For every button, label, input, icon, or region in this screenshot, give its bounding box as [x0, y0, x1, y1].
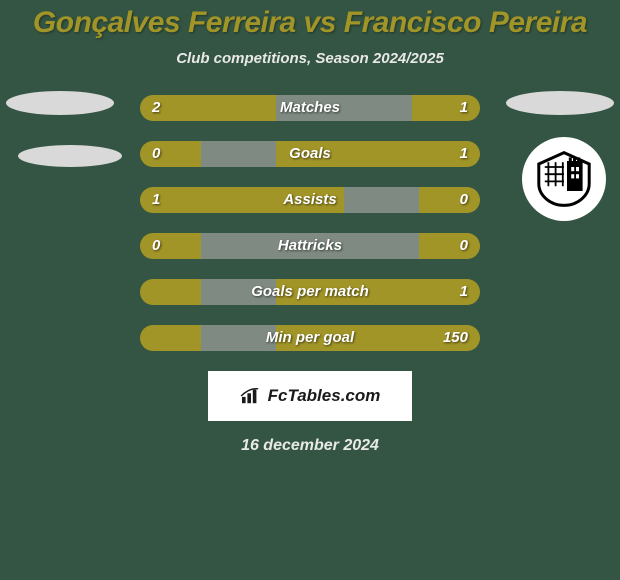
bar-mid: [201, 141, 276, 167]
bar-right: [276, 325, 480, 351]
player1-badge-placeholder-top: [6, 91, 114, 115]
stat-row: Matches21: [140, 95, 480, 121]
comparison-card: Gonçalves Ferreira vs Francisco Pereira …: [0, 0, 620, 580]
date-text: 16 december 2024: [0, 437, 620, 455]
stat-row: Assists10: [140, 187, 480, 213]
stat-row: Goals per match1: [140, 279, 480, 305]
stats-area: Matches21 Goals01 Assists10 Hattricks00 Goal…: [0, 95, 620, 351]
bar-left: [140, 141, 201, 167]
bar-mid: [201, 325, 276, 351]
bar-right: [419, 187, 480, 213]
subtitle: Club competitions, Season 2024/2025: [0, 50, 620, 67]
bar-left: [140, 325, 201, 351]
stat-row: Hattricks00: [140, 233, 480, 259]
bar-mid: [344, 187, 419, 213]
bar-right: [276, 279, 480, 305]
bar-left: [140, 279, 201, 305]
player2-club-badge: [522, 137, 606, 221]
stat-row: Min per goal150: [140, 325, 480, 351]
club-logo-icon: [534, 149, 594, 209]
bar-left: [140, 95, 276, 121]
bar-right: [419, 233, 480, 259]
player1-badge-placeholder-bottom: [18, 145, 122, 167]
watermark: FcTables.com: [208, 371, 412, 421]
stat-rows: Matches21 Goals01 Assists10 Hattricks00 Goal…: [140, 95, 480, 351]
stat-row: Goals01: [140, 141, 480, 167]
page-title: Gonçalves Ferreira vs Francisco Pereira: [0, 0, 620, 40]
bar-mid: [201, 279, 276, 305]
bar-mid: [276, 95, 412, 121]
bar-left: [140, 233, 201, 259]
bar-left: [140, 187, 344, 213]
bar-right: [276, 141, 480, 167]
bars-icon: [240, 387, 262, 405]
player2-badge-placeholder-top: [506, 91, 614, 115]
watermark-text: FcTables.com: [268, 386, 381, 406]
bar-right: [412, 95, 480, 121]
bar-mid: [201, 233, 419, 259]
